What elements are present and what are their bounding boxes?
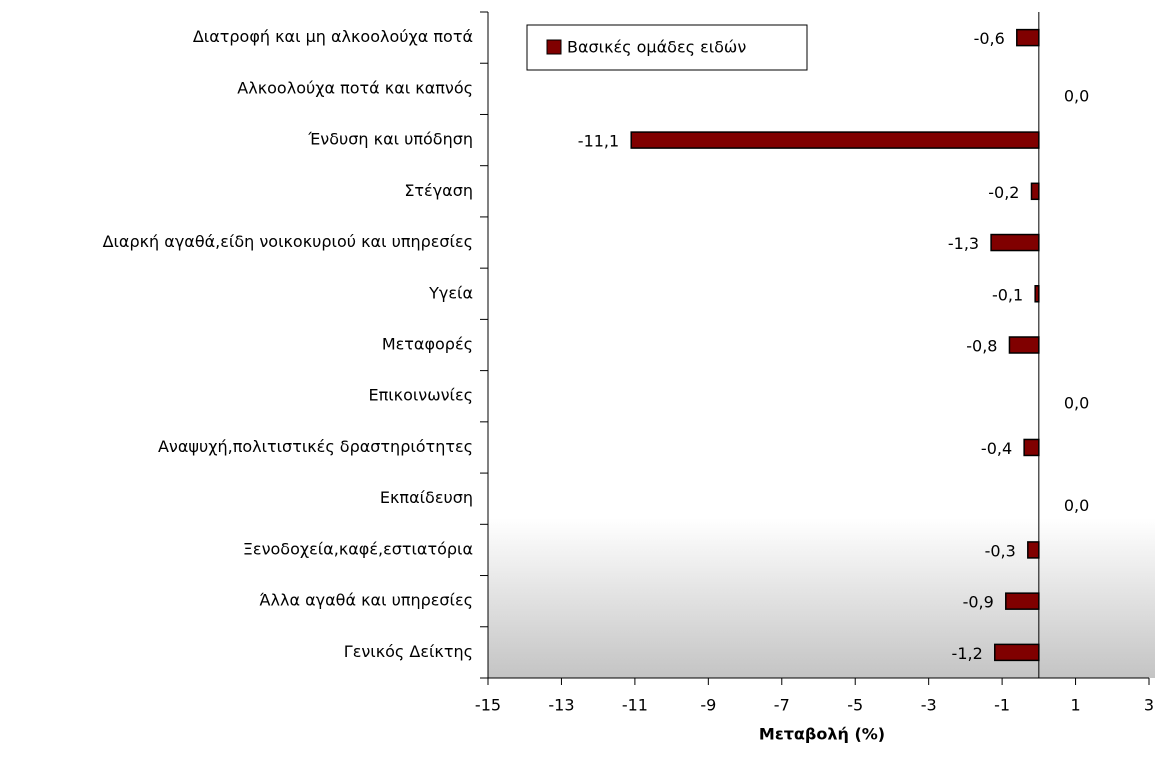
bar — [990, 233, 1040, 252]
y-tick-label: Υγεία — [428, 283, 473, 302]
y-tick-label: Επικοινωνίες — [368, 386, 473, 405]
value-label: -0,6 — [974, 29, 1005, 48]
y-tick-label: Ένδυση και υπόδηση — [307, 130, 473, 149]
value-label: -0,2 — [988, 183, 1019, 202]
value-label: 0,0 — [1064, 496, 1089, 515]
bar — [994, 643, 1040, 662]
bar — [1030, 182, 1040, 201]
value-label: -1,2 — [952, 644, 983, 663]
x-tick-label: 3 — [1144, 696, 1154, 715]
x-tick-label: -1 — [994, 696, 1010, 715]
bar — [1023, 438, 1040, 457]
x-tick-label: -15 — [475, 696, 501, 715]
value-label: -0,4 — [981, 439, 1012, 458]
legend-box — [526, 24, 808, 71]
bar — [1008, 336, 1040, 354]
x-tick-label: -3 — [921, 696, 937, 715]
y-tick-label: Άλλα αγαθά και υπηρεσίες — [259, 591, 473, 610]
bar — [1016, 28, 1040, 47]
legend-label: Βασικές ομάδες ειδών — [567, 38, 746, 57]
bar — [1034, 285, 1040, 303]
y-tick-label: Ξενοδοχεία,καφέ,εστιατόρια — [243, 539, 473, 558]
value-label: -11,1 — [578, 132, 619, 151]
y-tick-label: Διατροφή και μη αλκοολούχα ποτά — [193, 27, 473, 46]
y-tick-label: Μεταφορές — [382, 335, 473, 354]
y-tick-label: Αλκοολούχα ποτά και καπνός — [237, 78, 473, 97]
y-tick-label: Γενικός Δείκτης — [344, 642, 473, 661]
y-tick-label: Διαρκή αγαθά,είδη νοικοκυριού και υπηρεσ… — [103, 232, 473, 251]
x-tick-label: -7 — [774, 696, 790, 715]
value-label: -1,3 — [948, 234, 979, 253]
y-tick-label: Αναψυχή,πολιτιστικές δραστηριότητες — [158, 437, 473, 456]
legend-swatch — [546, 39, 562, 55]
x-tick-label: -9 — [700, 696, 716, 715]
bar — [1027, 541, 1040, 559]
value-label: -0,9 — [963, 593, 994, 612]
x-axis-title: Μεταβολή (%) — [759, 725, 885, 744]
bar — [1005, 592, 1040, 610]
value-label: 0,0 — [1064, 86, 1089, 105]
x-tick-label: -13 — [548, 696, 574, 715]
value-label: -0,1 — [992, 285, 1023, 304]
value-label: -0,3 — [985, 541, 1016, 560]
value-label: 0,0 — [1064, 394, 1089, 413]
y-tick-label: Εκπαίδευση — [380, 488, 473, 507]
x-tick-label: -5 — [847, 696, 863, 715]
bar — [630, 131, 1040, 149]
value-label: -0,8 — [966, 337, 997, 356]
y-tick-label: Στέγαση — [404, 181, 473, 200]
plot-area — [488, 12, 1155, 678]
x-tick-label: -11 — [622, 696, 648, 715]
x-tick-label: 1 — [1070, 696, 1080, 715]
